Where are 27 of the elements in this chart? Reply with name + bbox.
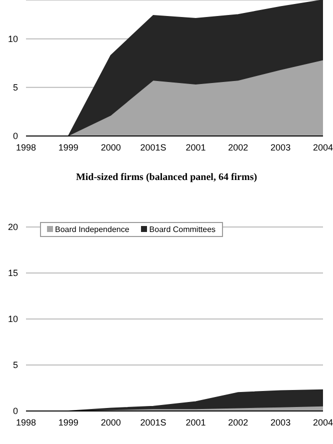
y-tick-label: 0	[12, 406, 18, 416]
y-tick-label: 0	[12, 131, 18, 142]
x-tick-label: 2001	[186, 417, 206, 428]
y-tick-label: 5	[12, 360, 18, 370]
x-tick-label: 1999	[58, 142, 78, 152]
x-tick-label: 2003	[270, 142, 291, 152]
x-tick-label: 2002	[228, 417, 248, 428]
x-tick-label: 2000	[100, 417, 121, 428]
y-tick-label: 20	[8, 222, 18, 232]
x-tick-label: 2003	[270, 417, 291, 428]
x-tick-label: 2002	[228, 142, 248, 152]
x-tick-label: 2001S	[140, 142, 166, 152]
chart-title: Mid-sized firms (balanced panel, 64 firms)	[74, 172, 258, 183]
x-tick-label: 1999	[58, 417, 78, 428]
x-tick-label: 2004	[312, 142, 333, 152]
legend-label: Board Committees	[148, 224, 216, 234]
legend-label: Board Independence	[54, 224, 130, 234]
x-tick-label: 2001	[186, 142, 206, 152]
x-tick-label: 2000	[100, 142, 121, 152]
x-tick-label: 1998	[16, 417, 36, 428]
y-tick-label: 15	[8, 268, 18, 278]
x-tick-label: 2004	[312, 417, 333, 428]
y-tick-label: 10	[8, 34, 18, 44]
y-tick-label: 5	[12, 82, 18, 93]
y-tick-label: 10	[8, 314, 18, 324]
x-tick-label: 2001S	[140, 417, 166, 428]
x-tick-label: 1998	[16, 142, 36, 152]
